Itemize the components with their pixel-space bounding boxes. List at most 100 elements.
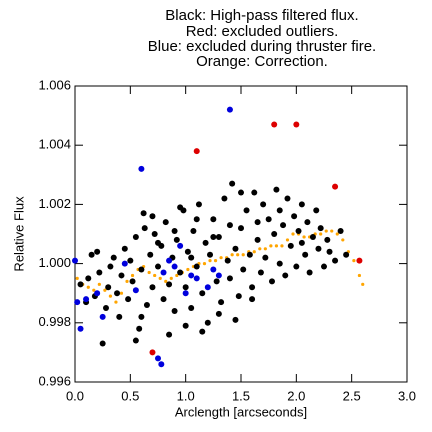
point [315, 245, 322, 252]
point [265, 216, 272, 223]
point [193, 275, 200, 282]
point [147, 251, 154, 258]
point [169, 276, 173, 280]
point [280, 244, 284, 248]
point [118, 272, 125, 279]
point [274, 244, 279, 248]
point [285, 238, 290, 242]
point [254, 219, 261, 226]
point [99, 313, 106, 320]
point [125, 279, 129, 283]
point [121, 245, 128, 252]
title-line: Orange: Correction. [196, 53, 328, 70]
point [284, 195, 291, 202]
y-tick-label: 1.002 [38, 196, 71, 211]
point [130, 273, 135, 278]
point [77, 281, 84, 288]
point [175, 273, 179, 278]
point [190, 228, 197, 235]
y-tick-label: 0.998 [38, 314, 71, 329]
point [121, 260, 128, 267]
point [226, 222, 233, 229]
title-line: Blue: excluded during thruster fire. [148, 38, 376, 55]
point [219, 256, 223, 260]
point [317, 225, 324, 232]
point [269, 244, 273, 248]
point [276, 207, 283, 214]
point [352, 259, 356, 263]
point [119, 291, 124, 295]
point [107, 263, 114, 270]
point [158, 361, 165, 368]
point [199, 290, 206, 297]
point [74, 299, 81, 306]
point [202, 262, 207, 266]
point [235, 293, 242, 300]
point [116, 313, 123, 320]
point [171, 228, 178, 235]
point [132, 287, 139, 294]
point [271, 231, 278, 237]
point [149, 213, 156, 220]
point [149, 349, 156, 356]
point [215, 233, 222, 240]
point [208, 259, 212, 263]
x-tick-label: 2.5 [343, 388, 361, 403]
x-tick-label: 1.5 [232, 388, 250, 403]
point [302, 235, 306, 239]
point [215, 310, 222, 317]
point [171, 307, 178, 314]
y-tick-label: 1.004 [38, 137, 71, 152]
point [141, 225, 148, 232]
title-line: Red: excluded outliers. [186, 23, 339, 40]
point [287, 242, 294, 249]
point [110, 254, 117, 261]
point [182, 284, 189, 291]
point [246, 251, 253, 258]
x-tick-label: 2.0 [287, 388, 305, 403]
point [177, 242, 184, 249]
point [202, 239, 209, 246]
point [88, 251, 95, 258]
point [293, 121, 300, 128]
point [114, 300, 118, 304]
x-tick-label: 3.0 [398, 388, 416, 403]
point [132, 337, 139, 344]
y-axis-label: Relative Flux [11, 196, 26, 272]
point [306, 269, 313, 276]
point [326, 248, 333, 255]
point [213, 278, 220, 285]
point [276, 260, 283, 267]
point [335, 232, 339, 236]
x-axis-label: Arclength [arcseconds] [175, 404, 307, 419]
point [102, 305, 109, 311]
point [138, 313, 145, 320]
point [143, 302, 150, 309]
point [298, 201, 305, 208]
point [249, 296, 256, 303]
point [361, 282, 365, 286]
point [251, 189, 258, 196]
point [240, 266, 247, 273]
point [75, 276, 79, 280]
x-tick-label: 0.0 [66, 388, 84, 403]
point [153, 273, 157, 278]
point [254, 236, 261, 243]
point [295, 228, 302, 235]
point [230, 253, 234, 257]
point [77, 325, 84, 332]
point [210, 216, 217, 223]
point [155, 355, 161, 362]
point [291, 232, 295, 236]
point [204, 319, 211, 326]
point [357, 273, 362, 278]
point [343, 251, 350, 258]
point [105, 284, 112, 291]
point [171, 263, 178, 270]
point [238, 189, 244, 196]
x-tick-label: 0.5 [121, 388, 139, 403]
point [94, 290, 101, 297]
point [182, 290, 189, 297]
point [193, 216, 200, 223]
